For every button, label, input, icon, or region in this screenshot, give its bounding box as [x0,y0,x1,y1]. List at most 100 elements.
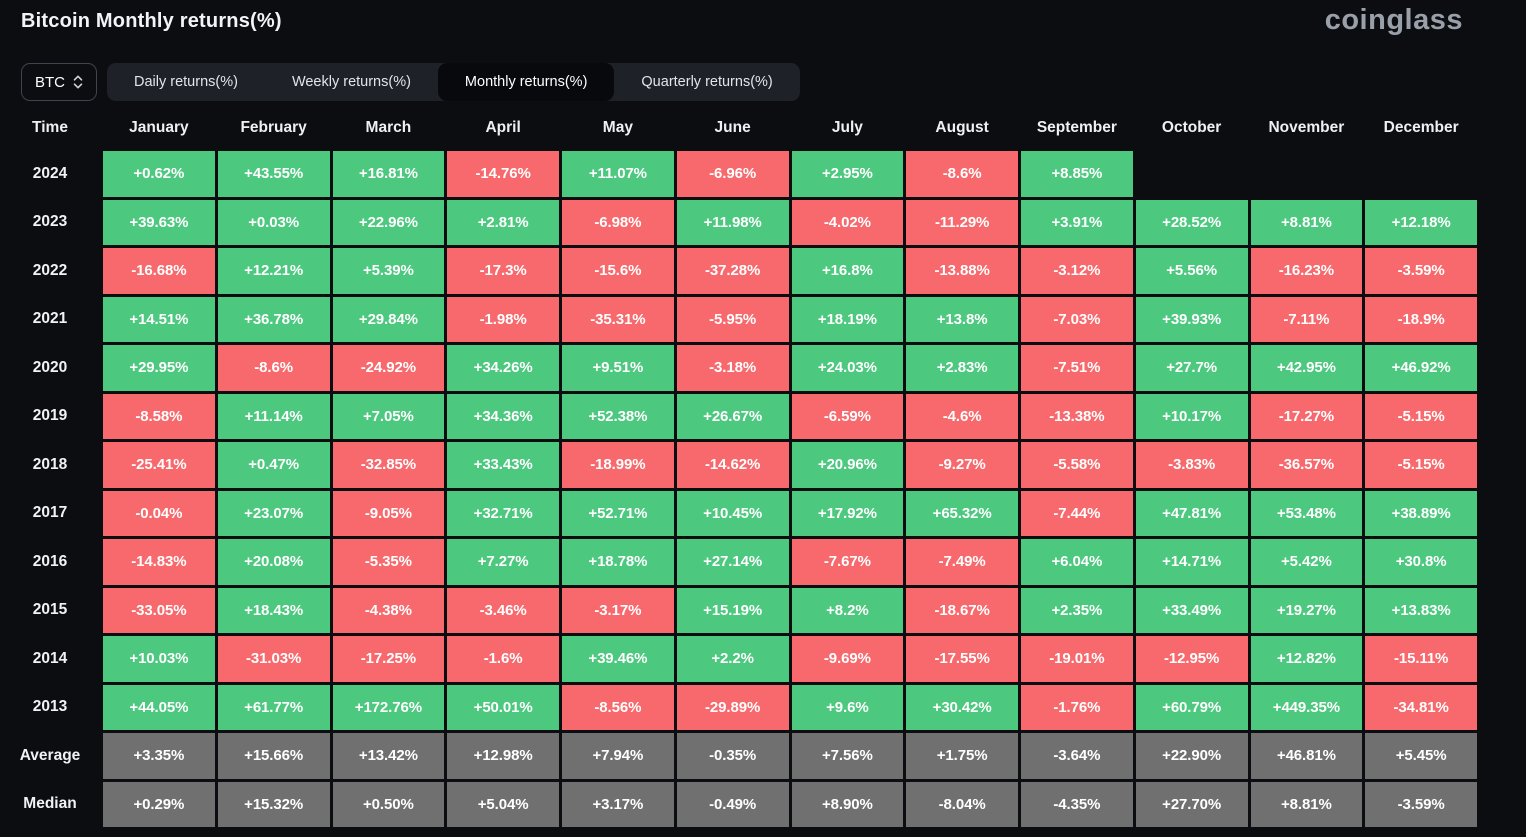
table-cell: -7.67% [791,539,904,585]
table-cell: +46.92% [1365,345,1477,391]
table-cell: -4.35% [1021,781,1133,827]
table-cell: +8.85% [1021,151,1133,197]
table-cell: -3.18% [676,345,789,391]
table-cell: +39.93% [1135,296,1248,342]
column-header: July [831,119,863,136]
column-header: October [1161,119,1222,136]
table-cell: -1.76% [1021,684,1133,730]
column-header: June [714,119,751,136]
table-cell: -11.29% [906,199,1018,245]
table-cell: +26.67% [676,393,789,439]
table-cell: +39.63% [103,199,215,245]
table-cell: +30.8% [1365,539,1477,585]
table-cell: +19.27% [1250,587,1363,633]
tab-quarterly-returns[interactable]: Quarterly returns(%) [641,74,773,90]
row-label: 2019 [32,407,68,425]
table-cell: +22.90% [1135,733,1248,779]
table-cell: -3.83% [1135,442,1248,488]
tab-monthly-returns[interactable]: Monthly returns(%) [437,63,615,101]
table-cell [1136,151,1248,197]
page-title: Bitcoin Monthly returns(%) [21,10,282,32]
column-header: August [935,119,989,136]
table-cell: +3.35% [103,733,215,779]
table-cell: +9.6% [791,684,904,730]
table-cell: -18.9% [1365,296,1477,342]
table-cell: +15.32% [217,781,330,827]
row-label: 2017 [32,504,68,522]
table-cell: -15.11% [1365,636,1477,682]
table-cell: +44.05% [103,684,215,730]
table-cell: +11.14% [217,393,330,439]
table-cell: -9.27% [906,442,1018,488]
coin-selector[interactable]: BTC [21,63,97,101]
table-cell: +11.98% [676,199,789,245]
table-cell: +3.17% [562,781,674,827]
row-label: 2016 [32,552,68,570]
row-label: 2024 [32,164,68,182]
table-cell: +15.66% [217,733,330,779]
table-cell: +14.71% [1135,539,1248,585]
table-cell: +7.05% [332,393,445,439]
table-cell: +9.51% [562,345,674,391]
table-cell: -5.95% [676,296,789,342]
table-cell: +27.70% [1135,781,1248,827]
table-cell: +34.26% [447,345,559,391]
table-cell: -3.17% [562,587,674,633]
table-cell: +22.96% [332,199,445,245]
table-cell: -7.51% [1021,345,1133,391]
column-header: January [129,119,189,136]
table-cell: -8.6% [217,345,330,391]
table-cell: -18.99% [562,442,674,488]
table-cell: +8.90% [791,781,904,827]
table-cell: -7.03% [1021,296,1133,342]
table-cell: +7.56% [791,733,904,779]
table-cell: -7.11% [1250,296,1363,342]
table-cell: +20.08% [217,539,330,585]
table-cell: +0.62% [103,151,215,197]
table-cell: -32.85% [332,442,445,488]
table-cell: +8.81% [1250,199,1363,245]
table-cell: +5.04% [447,781,559,827]
row-label: 2022 [32,261,68,279]
controls-bar: BTC Daily returns(%) Weekly returns(%) Mon… [21,63,800,101]
tab-daily-returns[interactable]: Daily returns(%) [134,74,238,90]
table-cell: -17.3% [447,248,559,294]
table-cell: -14.83% [103,539,215,585]
row-label: 2023 [32,213,68,231]
table-cell: -5.35% [332,539,445,585]
table-cell: +13.83% [1365,587,1477,633]
table-cell: +8.81% [1250,781,1363,827]
table-cell: -17.27% [1250,393,1363,439]
table-cell: +42.95% [1250,345,1363,391]
table-cell [1251,151,1363,197]
table-cell: +13.8% [906,296,1018,342]
table-cell: -1.98% [447,296,559,342]
table-cell: +36.78% [217,296,330,342]
table-cell: +172.76% [332,684,445,730]
table-cell: -4.02% [791,199,904,245]
row-label: 2014 [32,649,68,667]
table-cell: +18.19% [791,296,904,342]
tab-weekly-returns[interactable]: Weekly returns(%) [291,74,411,90]
table-cell: -36.57% [1250,442,1363,488]
table-cell: +28.52% [1135,199,1248,245]
column-header: November [1268,119,1345,136]
table-cell: -13.88% [906,248,1018,294]
table-cell: +12.18% [1365,199,1477,245]
table-cell: +18.43% [217,587,330,633]
table-cell: +20.96% [791,442,904,488]
table-cell: -0.04% [103,490,215,536]
table-cell: +29.84% [332,296,445,342]
table-cell: +52.38% [562,393,674,439]
column-header: February [240,119,307,136]
table-cell: +30.42% [906,684,1018,730]
coinglass-logo: coinglass [1324,4,1463,36]
table-cell: +12.82% [1250,636,1363,682]
table-cell: +0.29% [103,781,215,827]
time-column-header: Time [32,119,68,136]
table-cell: +16.81% [332,151,445,197]
table-cell: +15.19% [676,587,789,633]
table-cell: -17.55% [906,636,1018,682]
table-cell: +16.8% [791,248,904,294]
table-cell: +5.42% [1250,539,1363,585]
